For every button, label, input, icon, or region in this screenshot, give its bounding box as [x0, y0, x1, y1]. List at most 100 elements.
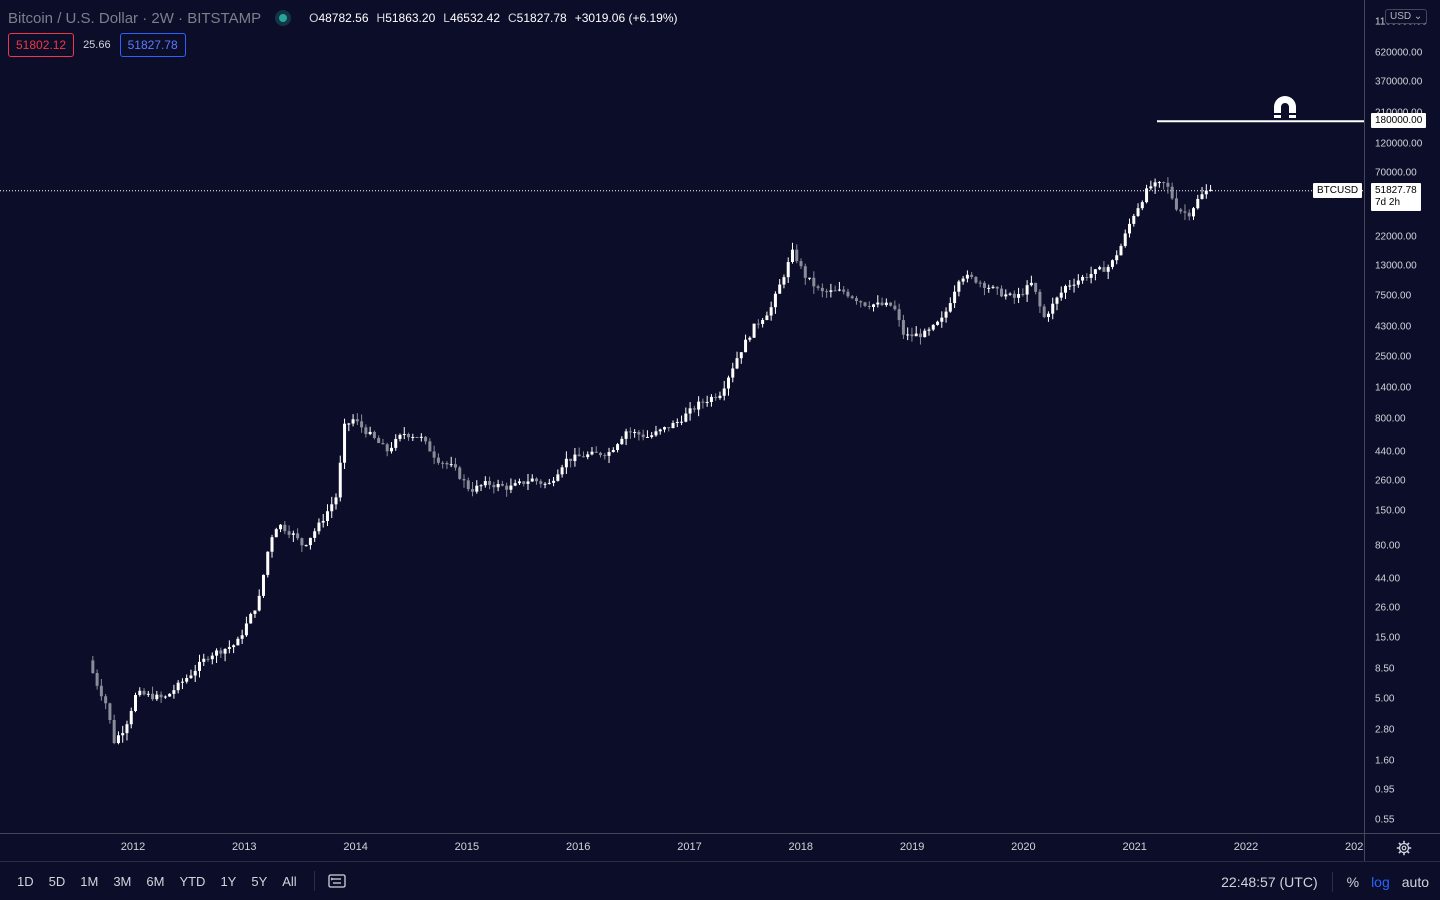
range-button-1y[interactable]: 1Y — [220, 873, 237, 889]
candle-body — [466, 480, 470, 490]
price-tick-label: 800.00 — [1375, 413, 1406, 425]
price-tick-label: 210000.00 — [1375, 107, 1422, 118]
candle-body — [432, 451, 436, 458]
price-tick-label: 370000.00 — [1375, 76, 1423, 88]
candle-body — [1170, 186, 1174, 199]
candle-body — [193, 670, 197, 676]
trade-buttons: 51802.12 25.66 51827.78 — [8, 33, 186, 57]
time-tick-label: 2014 — [343, 841, 368, 853]
price-tick-label: 80.00 — [1375, 540, 1401, 552]
candle-body — [782, 277, 786, 285]
percent-scale-toggle[interactable]: % — [1346, 873, 1360, 890]
candle-body — [1140, 202, 1144, 209]
range-button-1d[interactable]: 1D — [17, 873, 34, 889]
candle-body — [121, 733, 125, 736]
sell-button[interactable]: 51802.12 — [8, 33, 75, 57]
candle-body — [394, 438, 398, 448]
bar-countdown: 7d 2h — [1375, 196, 1401, 208]
candle-body — [279, 524, 283, 530]
candle-body — [496, 483, 500, 488]
candle-body — [517, 481, 521, 484]
candle-body — [530, 478, 534, 482]
range-button-3m[interactable]: 3M — [113, 873, 132, 889]
candle-body — [1029, 282, 1033, 286]
candle-body — [893, 305, 897, 310]
candle-body — [769, 307, 773, 316]
candle-body — [1110, 260, 1114, 267]
price-axis[interactable]: 1900000.001100000.00620000.00370000.0021… — [1364, 0, 1440, 833]
price-tick-label: 8.50 — [1375, 663, 1395, 675]
candle-body — [180, 681, 184, 683]
ohlc-values: O48782.56 H51863.20 L46532.42 C51827.78 … — [309, 11, 677, 25]
candle-body — [726, 377, 730, 389]
price-tick-label: 15.00 — [1375, 632, 1401, 644]
time-axis[interactable]: 2012 2013 2014 2015 2016 2017 2018 2019 2020 2021… — [0, 833, 1364, 861]
candle-body — [1136, 208, 1140, 216]
candle-body — [552, 480, 556, 483]
candlestick-chart[interactable] — [0, 0, 1364, 833]
auto-scale-toggle[interactable]: auto — [1401, 873, 1429, 890]
candle-body — [500, 483, 504, 486]
candle-body — [300, 538, 304, 546]
range-button-5y[interactable]: 5Y — [251, 873, 268, 889]
candle-body — [364, 427, 368, 435]
candle-body — [155, 694, 159, 700]
horseshoe-magnet-icon[interactable] — [1270, 94, 1300, 120]
price-tick-label: 1.60 — [1375, 755, 1395, 767]
candle-body — [586, 454, 590, 458]
gear-icon[interactable] — [1396, 840, 1412, 856]
candle-body — [1191, 208, 1195, 217]
candle-body — [603, 455, 607, 457]
horizontal-line-price-label[interactable]: 180000.00 — [1371, 113, 1427, 129]
range-button-ytd[interactable]: YTD — [179, 873, 206, 889]
range-button-all[interactable]: All — [282, 873, 297, 889]
candle-body — [475, 485, 479, 492]
chart-pane[interactable]: Bitcoin / U.S. Dollar · 2W · BITSTAMP O4… — [0, 0, 1364, 833]
candle-body — [368, 431, 372, 435]
range-button-5d[interactable]: 5D — [48, 873, 66, 889]
chart-settings[interactable] — [1364, 833, 1440, 861]
time-tick-label: 2020 — [1011, 841, 1036, 853]
range-button-1m[interactable]: 1M — [80, 873, 99, 889]
candle-body — [850, 296, 854, 299]
candle-body — [270, 537, 274, 552]
currency-selector[interactable]: USD ⌄ — [1385, 9, 1428, 24]
candle-body — [151, 693, 155, 700]
candle-body — [654, 431, 658, 436]
symbol-title[interactable]: Bitcoin / U.S. Dollar · 2W · BITSTAMP — [8, 9, 262, 27]
candle-body — [1093, 269, 1097, 274]
candle-body — [637, 431, 641, 435]
candle-body — [872, 304, 876, 307]
candle-body — [236, 638, 240, 646]
candle-body — [867, 305, 871, 307]
candle-body — [735, 358, 739, 369]
candle-body — [330, 504, 334, 512]
candle-body — [219, 650, 223, 654]
candle-body — [739, 352, 743, 359]
utc-clock[interactable]: 22:48:57 (UTC) — [1221, 873, 1318, 890]
price-tick-label: 150.00 — [1375, 505, 1406, 517]
candle-body — [377, 437, 381, 443]
ohlc-close: C51827.78 — [508, 11, 567, 25]
go-to-date-icon[interactable] — [327, 873, 347, 889]
range-button-6m[interactable]: 6M — [146, 873, 165, 889]
candle-body — [334, 497, 338, 505]
candle-body — [338, 462, 342, 498]
candle-body — [244, 623, 248, 636]
candle-body — [761, 320, 765, 324]
candle-body — [773, 293, 777, 308]
time-tick-label: 2021 — [1122, 841, 1147, 853]
candle-body — [897, 309, 901, 321]
candle-body — [628, 431, 632, 433]
buy-button[interactable]: 51827.78 — [119, 33, 186, 57]
price-tick-label: 0.55 — [1375, 814, 1395, 826]
candle-body — [795, 249, 799, 262]
candle-body — [790, 249, 794, 263]
spread-value: 25.66 — [83, 39, 111, 51]
time-tick-label: 2012 — [120, 841, 146, 853]
candle-body — [590, 451, 594, 455]
candle-body — [953, 291, 957, 304]
log-scale-toggle[interactable]: log — [1371, 873, 1390, 890]
candle-body — [594, 451, 598, 453]
ohlc-low: L46532.42 — [443, 11, 500, 25]
